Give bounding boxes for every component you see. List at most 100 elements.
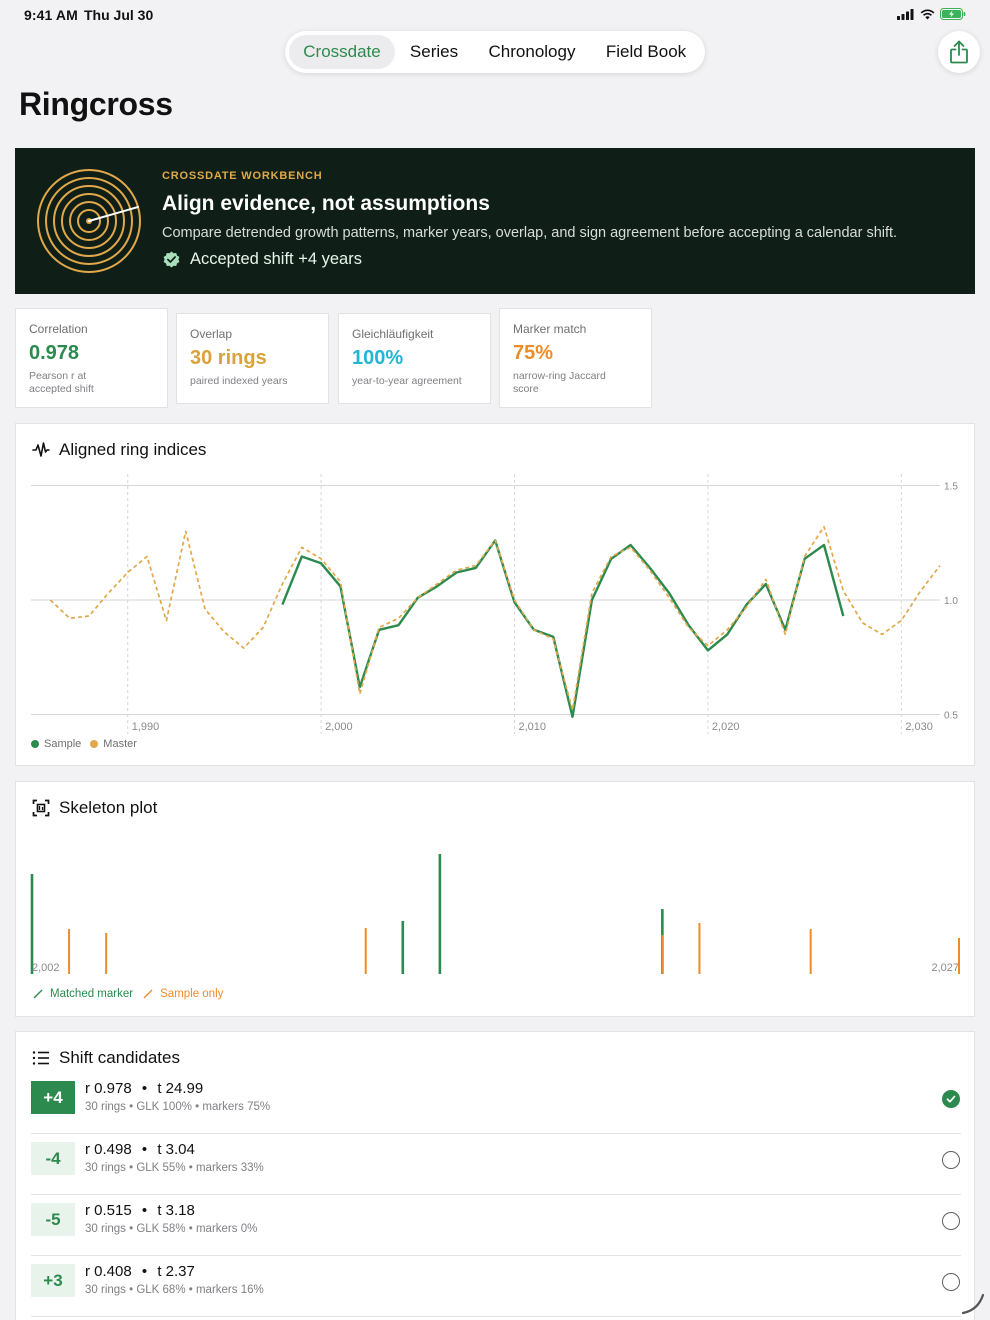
metric-card-marker-match: Marker match 75% narrow-ring Jaccard sco… xyxy=(499,308,652,408)
x-tick-label: 2,030 xyxy=(905,721,933,733)
ring-indices-title: Aligned ring indices xyxy=(59,440,207,459)
candidate-r: r 0.515 xyxy=(85,1202,132,1219)
metric-value: 0.978 xyxy=(29,342,80,364)
banner-title: Align evidence, not assumptions xyxy=(162,192,490,215)
metric-sub: year-to-year agreement xyxy=(352,375,462,387)
candidate-meta: 30 rings • GLK 58% • markers 0% xyxy=(85,1223,258,1235)
accepted-shift-label: Accepted shift +4 years xyxy=(190,250,362,268)
workbench-banner: CROSSDATE WORKBENCH Align evidence, not … xyxy=(15,148,975,294)
skeleton-chart: 2,002 2,027 xyxy=(30,854,960,974)
status-time: 9:41 AM xyxy=(24,7,78,23)
candidate-radio-icon[interactable] xyxy=(942,1212,960,1230)
x-tick-label: 2,020 xyxy=(712,721,740,733)
metric-card-overlap: Overlap 30 rings paired indexed years xyxy=(176,313,329,404)
shift-candidates-card: Shift candidates +4 r 0.978 • t 24.99 30… xyxy=(15,1031,975,1320)
sample-only-swatch-icon xyxy=(143,989,153,999)
candidate-r: r 0.408 xyxy=(85,1263,132,1280)
tree-rings-icon xyxy=(37,169,141,273)
shift-badge: +4 xyxy=(31,1081,75,1114)
tab-field-book[interactable]: Field Book xyxy=(605,42,687,61)
wifi-icon xyxy=(920,9,935,19)
resize-handle-icon[interactable] xyxy=(960,1292,986,1316)
shift-badge: -5 xyxy=(31,1203,75,1236)
x-tick-label: 2,000 xyxy=(325,721,353,733)
list-icon xyxy=(32,1051,49,1065)
candidate-t: t 3.04 xyxy=(157,1141,195,1158)
shift-candidates-header: Shift candidates xyxy=(32,1048,180,1068)
candidate-meta: 30 rings • GLK 68% • markers 16% xyxy=(85,1284,264,1296)
metric-sub: narrow-ring Jaccard score xyxy=(513,370,606,395)
candidate-selected-checkmark-icon[interactable] xyxy=(942,1090,960,1108)
matched-marker-swatch-icon xyxy=(33,989,43,999)
viewfinder-icon xyxy=(32,799,50,817)
skeleton-plot-card: Skeleton plot 2,002 2,027 Matched marker … xyxy=(15,781,975,1017)
waveform-icon xyxy=(32,442,50,457)
skeleton-plot-title: Skeleton plot xyxy=(59,798,158,817)
shift-candidates-title: Shift candidates xyxy=(59,1048,180,1067)
metric-card-glk: Gleichläufigkeit 100% year-to-year agree… xyxy=(338,313,491,404)
legend-sample-only-label: Sample only xyxy=(160,988,224,1000)
candidate-r: r 0.498 xyxy=(85,1141,132,1158)
metric-value: 75% xyxy=(513,342,554,364)
candidate-row[interactable]: +4 r 0.978 • t 24.99 30 rings • GLK 100%… xyxy=(31,1073,961,1134)
metric-label: Gleichläufigkeit xyxy=(352,327,434,341)
y-tick-label: 0.5 xyxy=(944,711,958,722)
shift-badge: -4 xyxy=(31,1142,75,1175)
checkmark-seal-icon xyxy=(163,251,180,268)
metric-card-correlation: Correlation 0.978 Pearson r at accepted … xyxy=(15,308,168,408)
candidate-t: t 2.37 xyxy=(157,1263,195,1280)
candidate-row[interactable]: -4 r 0.498 • t 3.04 30 rings • GLK 55% •… xyxy=(31,1134,961,1195)
y-tick-label: 1.5 xyxy=(944,481,958,492)
legend-sample-label: Sample xyxy=(44,738,82,750)
share-icon xyxy=(950,40,968,64)
status-icons xyxy=(897,8,966,20)
candidate-radio-icon[interactable] xyxy=(942,1273,960,1291)
legend-dot-sample xyxy=(31,740,39,748)
legend-matched-label: Matched marker xyxy=(50,988,134,1000)
sample-series-line xyxy=(281,539,845,718)
candidate-row[interactable]: +3 r 0.408 • t 2.37 30 rings • GLK 68% •… xyxy=(31,1256,961,1317)
share-button[interactable] xyxy=(938,31,980,73)
x-tick-label: 2,010 xyxy=(519,721,547,733)
candidate-meta: 30 rings • GLK 100% • markers 75% xyxy=(85,1101,271,1113)
master-series-line xyxy=(49,525,941,711)
metric-value: 100% xyxy=(352,347,404,369)
tab-bar: Crossdate Series Chronology Field Book xyxy=(285,31,705,73)
skeleton-plot-header: Skeleton plot xyxy=(32,798,157,818)
metric-sub: Pearson r at accepted shift xyxy=(29,370,94,395)
ring-indices-card: Aligned ring indices 0.5 1.0 1.5 1,990 2,000… xyxy=(15,423,975,766)
skeleton-x-end-label: 2,027 xyxy=(931,962,959,974)
candidate-stats: r 0.978 • t 24.99 xyxy=(85,1080,204,1097)
y-tick-label: 1.0 xyxy=(944,596,958,607)
candidate-stats: r 0.515 • t 3.18 xyxy=(85,1202,195,1219)
tab-chronology[interactable]: Chronology xyxy=(488,42,576,61)
metric-sub: paired indexed years xyxy=(190,375,288,387)
shift-badge: +3 xyxy=(31,1264,75,1297)
candidate-r: r 0.978 xyxy=(85,1080,132,1097)
page-title: Ringcross xyxy=(19,86,173,122)
status-bar: 9:41 AM Thu Jul 30 xyxy=(0,0,990,30)
candidate-stats: r 0.498 • t 3.04 xyxy=(85,1141,195,1158)
ring-chart-legend: Sample Master xyxy=(31,738,137,750)
skeleton-x-start-label: 2,002 xyxy=(32,962,60,974)
candidate-t: t 3.18 xyxy=(157,1202,195,1219)
candidate-stats: r 0.408 • t 2.37 xyxy=(85,1263,195,1280)
ring-indices-header: Aligned ring indices xyxy=(32,440,206,460)
accepted-shift-status: Accepted shift +4 years xyxy=(162,250,362,269)
tab-series[interactable]: Series xyxy=(409,42,459,61)
x-tick-label: 1,990 xyxy=(132,721,160,733)
candidate-row[interactable]: -5 r 0.515 • t 3.18 30 rings • GLK 58% •… xyxy=(31,1195,961,1256)
candidate-radio-icon[interactable] xyxy=(942,1151,960,1169)
legend-dot-master xyxy=(90,740,99,748)
skeleton-legend: Matched marker Sample only xyxy=(32,988,223,1000)
banner-description: Compare detrended growth patterns, marke… xyxy=(162,225,898,241)
ring-indices-chart: 0.5 1.0 1.5 1,990 2,000 2,010 2,020 2,030 xyxy=(31,474,958,734)
candidate-meta: 30 rings • GLK 55% • markers 33% xyxy=(85,1162,264,1174)
battery-charging-icon xyxy=(940,8,966,20)
status-date: Thu Jul 30 xyxy=(84,7,154,23)
tab-crossdate[interactable]: Crossdate xyxy=(289,35,395,69)
candidate-t: t 24.99 xyxy=(157,1080,204,1097)
metric-label: Marker match xyxy=(513,322,587,336)
metric-label: Overlap xyxy=(190,327,233,341)
legend-master-label: Master xyxy=(103,738,137,750)
